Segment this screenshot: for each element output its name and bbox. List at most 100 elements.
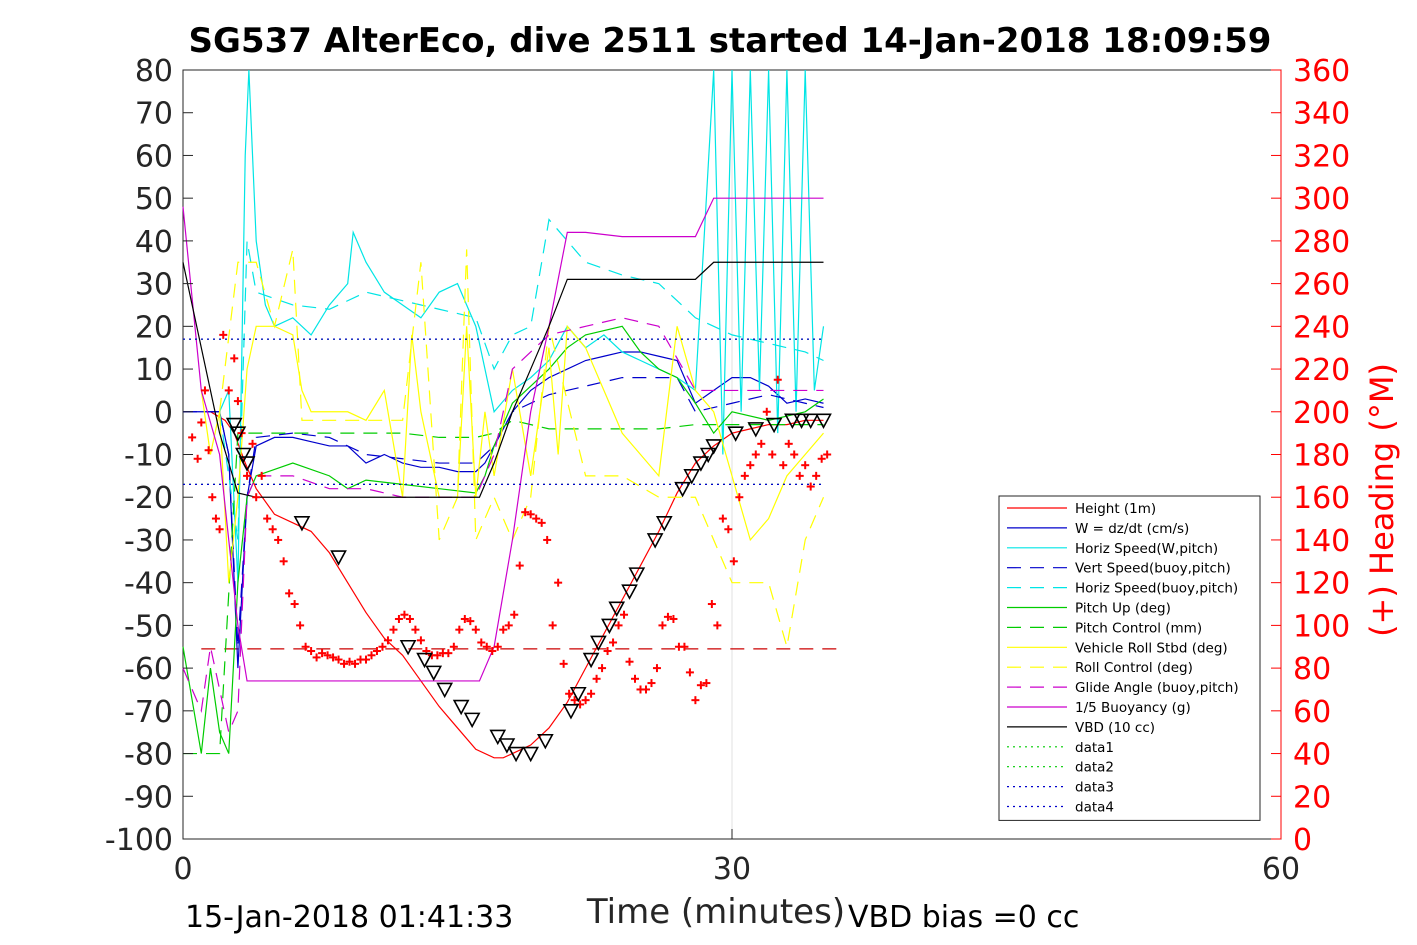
heading-point (526, 510, 535, 519)
triangle-marker (699, 447, 717, 464)
heading-point (312, 653, 321, 662)
heading-point (208, 493, 217, 502)
legend-entry: Vehicle Roll Stbd (deg) (1007, 640, 1228, 656)
heading-point (658, 621, 667, 630)
heading-point (598, 664, 607, 673)
series-line-horiz-speed-w-pitch (219, 69, 825, 583)
heading-point (372, 647, 381, 656)
heading-point (389, 625, 398, 634)
legend-label: Pitch Up (deg) (1075, 601, 1171, 617)
heading-point (707, 600, 716, 609)
y-tick-label: 70 (135, 97, 173, 132)
heading-point (394, 614, 403, 623)
heading-point (592, 674, 601, 683)
heading-point (554, 578, 563, 587)
y-tick-label: 10 (135, 353, 173, 388)
y-right-tick-label: 200 (1293, 396, 1350, 431)
heading-point (713, 621, 722, 630)
heading-point (466, 617, 475, 626)
heading-point (493, 642, 502, 651)
heading-point (329, 653, 338, 662)
heading-point (233, 397, 242, 406)
heading-point (751, 450, 760, 459)
series-line-height-1m (210, 411, 824, 759)
heading-point (285, 589, 294, 598)
triangle-marker (646, 533, 664, 549)
legend-label: Roll Control (deg) (1075, 660, 1193, 676)
legend-entry: Height (1m) (1007, 501, 1156, 517)
heading-point (290, 600, 299, 609)
heading-point (405, 614, 414, 623)
x-tick-label: 0 (173, 852, 192, 887)
heading-point (696, 681, 705, 690)
heading-point (620, 610, 629, 619)
heading-point (565, 689, 574, 698)
heading-point (823, 450, 832, 459)
triangle-marker (463, 712, 481, 729)
heading-point (581, 696, 590, 705)
heading-point (724, 525, 733, 534)
y-right-tick-label: 260 (1293, 268, 1350, 303)
heading-point (625, 657, 634, 666)
series-line-1-5-buoyancy-g (182, 197, 824, 682)
heading-point (433, 651, 442, 660)
triangle-marker (815, 413, 832, 430)
heading-point (680, 642, 689, 651)
triangle-marker (727, 426, 744, 442)
legend-entry: Vert Speed(buoy,pitch) (1007, 561, 1231, 577)
heading-point (243, 471, 252, 480)
heading-point (323, 651, 332, 660)
legend-label: data3 (1075, 780, 1114, 796)
heading-point (449, 642, 458, 651)
y-right-tick-label: 60 (1293, 695, 1331, 730)
heading-point (768, 450, 777, 459)
heading-point (718, 514, 727, 523)
legend-entry: Roll Control (deg) (1007, 660, 1193, 676)
heading-point (521, 508, 530, 517)
legend-entry: VBD (10 cc) (1007, 720, 1155, 736)
heading-point (647, 679, 656, 688)
heading-point (691, 696, 700, 705)
triangle-marker (562, 704, 580, 720)
heading-point (482, 642, 491, 651)
legend-label: VBD (10 cc) (1075, 720, 1155, 736)
triangle-marker (399, 639, 417, 656)
legend-entry: Horiz Speed(buoy,pitch) (1007, 581, 1238, 597)
triangle-marker (765, 417, 783, 434)
heading-point (740, 471, 749, 480)
heading-point (411, 625, 420, 634)
heading-point (274, 535, 283, 544)
triangle-marker (683, 469, 701, 485)
triangle-marker (747, 422, 765, 438)
heading-point (301, 642, 310, 651)
heading-point (444, 649, 453, 658)
series-line-vbd-10-cc (182, 261, 824, 498)
y-right-tick-label: 180 (1293, 439, 1350, 474)
triangle-marker (784, 413, 801, 430)
heading-point (200, 386, 209, 395)
triangle-marker (498, 738, 516, 754)
y-tick-label: -10 (124, 439, 173, 474)
legend-label: data2 (1075, 760, 1114, 776)
heading-point (378, 642, 387, 651)
y-right-tick-label: 40 (1293, 738, 1331, 773)
y-right-tick-label: 240 (1293, 310, 1350, 345)
legend-label: data4 (1075, 800, 1114, 816)
triangle-marker (452, 699, 470, 716)
y-tick-label: 20 (135, 310, 173, 345)
heading-point (641, 685, 650, 694)
triangle-marker (436, 682, 454, 699)
y-right-tick-label: 280 (1293, 225, 1350, 260)
legend-label: Glide Angle (buoy,pitch) (1075, 680, 1239, 696)
triangle-marker (425, 665, 443, 682)
heading-point (345, 657, 354, 666)
x-axis-label: Time (minutes) (586, 892, 845, 932)
y-right-tick-label: 220 (1293, 353, 1350, 388)
legend-label: Vert Speed(buoy,pitch) (1075, 561, 1231, 577)
triangle-marker (674, 481, 691, 498)
y-right-tick-label: 80 (1293, 652, 1331, 687)
heading-point (663, 612, 672, 621)
heading-point (812, 471, 821, 480)
y-tick-label: 60 (135, 139, 173, 174)
